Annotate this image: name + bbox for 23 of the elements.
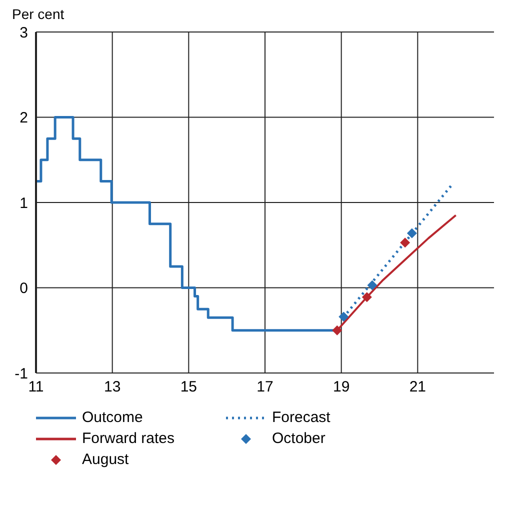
x-tick-label: 11 [28, 378, 44, 396]
y-axis-title: Per cent [12, 6, 64, 22]
point [332, 325, 342, 336]
y-tick-label: 3 [20, 24, 28, 42]
y-tick-label: -1 [14, 365, 28, 382]
x-tick-label: 17 [256, 378, 274, 396]
point [362, 292, 372, 302]
x-tick-label: 15 [180, 378, 198, 396]
y-tick-label: 1 [20, 194, 28, 212]
x-tick-label: 19 [332, 378, 350, 396]
x-tick-label: 21 [409, 378, 426, 396]
legend-label: August [82, 451, 129, 468]
y-tick-label: 0 [20, 280, 28, 298]
legend-label: Forecast [272, 409, 330, 426]
point [367, 280, 378, 290]
point [406, 228, 417, 238]
point [338, 312, 349, 322]
legend-label: October [272, 430, 326, 447]
point [400, 238, 410, 248]
legend-label: Forward rates [82, 430, 175, 447]
y-tick-label: 2 [20, 110, 28, 127]
x-tick-label: 13 [104, 378, 121, 396]
legend-label: Outcome [82, 409, 143, 426]
